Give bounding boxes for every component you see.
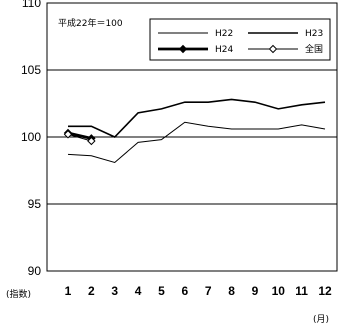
x-tick-label: 4 [135, 284, 142, 298]
y-tick-label: 90 [28, 264, 42, 278]
annotation: 平成22年＝100 [58, 17, 123, 29]
legend-items: H22 H23 H24 全国 [158, 29, 323, 55]
series-line [68, 98, 326, 138]
legend: H22 H23 H24 全国 [149, 18, 331, 61]
x-axis-label: (月) [313, 314, 329, 325]
grid [47, 69, 337, 205]
series-line [67, 121, 326, 164]
x-tick-label: 12 [318, 284, 332, 298]
x-tick-label: 5 [158, 284, 165, 298]
x-tick-label: 9 [252, 284, 259, 298]
x-tick-label: 11 [295, 284, 308, 298]
x-tick-label: 10 [272, 284, 286, 298]
x-tick-label: 2 [88, 284, 95, 298]
legend-label: H24 [215, 45, 233, 55]
x-axis: 1 2 3 4 5 6 7 8 9 10 11 12 [65, 284, 332, 298]
legend-item: 全国 [248, 43, 323, 55]
legend-item: H24 [158, 44, 233, 55]
series-H22 [67, 121, 326, 164]
x-tick-label: 1 [65, 284, 72, 298]
legend-marker [178, 44, 188, 54]
x-tick-label: 8 [228, 284, 235, 298]
series-全国 [63, 130, 96, 146]
legend-item: H23 [248, 29, 323, 39]
data-point [87, 136, 96, 146]
y-axis: 90 95 100 105 110 [21, 0, 41, 278]
legend-label: H22 [215, 29, 233, 39]
y-tick-label: 100 [21, 130, 41, 144]
legend-marker [268, 44, 278, 54]
x-tick-label: 7 [205, 284, 212, 298]
x-tick-label: 6 [181, 284, 188, 298]
legend-item: H22 [158, 29, 233, 39]
legend-label: 全国 [305, 43, 323, 55]
y-axis-label: (指数) [6, 288, 31, 300]
legend-box [149, 18, 331, 61]
y-tick-label: 95 [28, 197, 42, 211]
y-tick-label: 105 [21, 63, 41, 77]
data-point [63, 130, 73, 139]
series-line [67, 131, 92, 140]
plot-frame [46, 2, 338, 272]
legend-label: H23 [305, 29, 323, 39]
series-H23 [68, 98, 326, 138]
series-line [67, 133, 92, 142]
x-tick-label: 3 [111, 284, 118, 298]
y-tick-label: 110 [22, 0, 41, 10]
series-layer [63, 98, 326, 164]
